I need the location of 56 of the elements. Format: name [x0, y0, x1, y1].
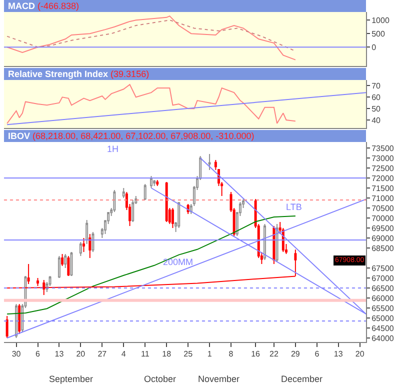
- x-tick-label: 8: [228, 350, 234, 359]
- x-tick-label: 25: [184, 350, 194, 359]
- chart-title: IBOV: [8, 131, 30, 141]
- y-tick-label: 73000: [372, 154, 394, 163]
- x-tick-label: 18: [162, 350, 172, 359]
- x-tick-label: 11: [140, 350, 150, 359]
- annotation: 200MM: [163, 257, 194, 267]
- x-tick-label: 22: [270, 350, 279, 359]
- x-tick-label: 16: [251, 350, 261, 359]
- y-tick-label: 69000: [372, 234, 394, 243]
- annotation: LTB: [286, 202, 302, 212]
- chart-title: Relative Strength Index: [8, 69, 108, 79]
- x-tick-label: 30: [12, 350, 22, 359]
- y-tick-label: 0: [372, 42, 377, 52]
- text: December: [281, 374, 323, 384]
- y-tick-label: 67000: [372, 274, 394, 283]
- text: September: [49, 374, 94, 384]
- x-tick-label: 27: [98, 350, 108, 359]
- y-tick-label: 500: [372, 29, 386, 38]
- y-tick-label: 64000: [372, 334, 394, 343]
- x-tick-label: 13: [54, 350, 64, 359]
- y-tick-label: 69500: [372, 224, 394, 233]
- x-tick-label: 20: [76, 350, 86, 359]
- y-tick-label: 66500: [372, 284, 394, 293]
- y-tick-label: 70: [372, 82, 382, 91]
- y-tick-label: 65000: [372, 314, 394, 323]
- chart-subtitle: (39.3156): [110, 69, 150, 79]
- y-tick-label: 72500: [372, 164, 394, 173]
- x-tick-label: 6: [314, 350, 320, 359]
- y-tick-label: 71000: [372, 194, 394, 203]
- chart-subtitle: (-466.838): [38, 1, 80, 11]
- y-tick-label: 67500: [372, 264, 394, 273]
- chart-subtitle: (68,218.00, 68,421.00, 67,102.00, 67,908.00, -310.000): [32, 131, 254, 141]
- text: November: [198, 374, 240, 384]
- x-tick-label: 6: [36, 350, 41, 359]
- y-tick-label: 65500: [372, 304, 394, 313]
- x-tick-label: 20: [355, 350, 365, 359]
- y-tick-label: 70000: [372, 214, 394, 223]
- y-tick-label: 73500: [372, 144, 394, 153]
- y-tick-label: 71500: [372, 184, 394, 193]
- y-tick-label: 70500: [372, 204, 394, 213]
- chart-title: MACD: [8, 1, 36, 11]
- y-tick-label: 66000: [372, 294, 394, 303]
- x-tick-label: 13: [334, 350, 344, 359]
- y-tick-label: 72000: [372, 174, 394, 183]
- y-tick-label: 1000: [372, 16, 390, 25]
- y-tick-label: 50: [372, 104, 382, 114]
- y-tick-label: 68500: [372, 244, 394, 253]
- x-tick-label: 4: [121, 350, 126, 359]
- y-tick-label: 64500: [372, 324, 394, 333]
- text: October: [144, 374, 176, 384]
- y-tick-label: 60: [372, 92, 382, 102]
- annotation: 1H: [107, 144, 119, 154]
- y-tick-label: 40: [372, 116, 382, 125]
- x-tick-label: 29: [290, 350, 300, 359]
- x-tick-label: 1: [207, 350, 212, 359]
